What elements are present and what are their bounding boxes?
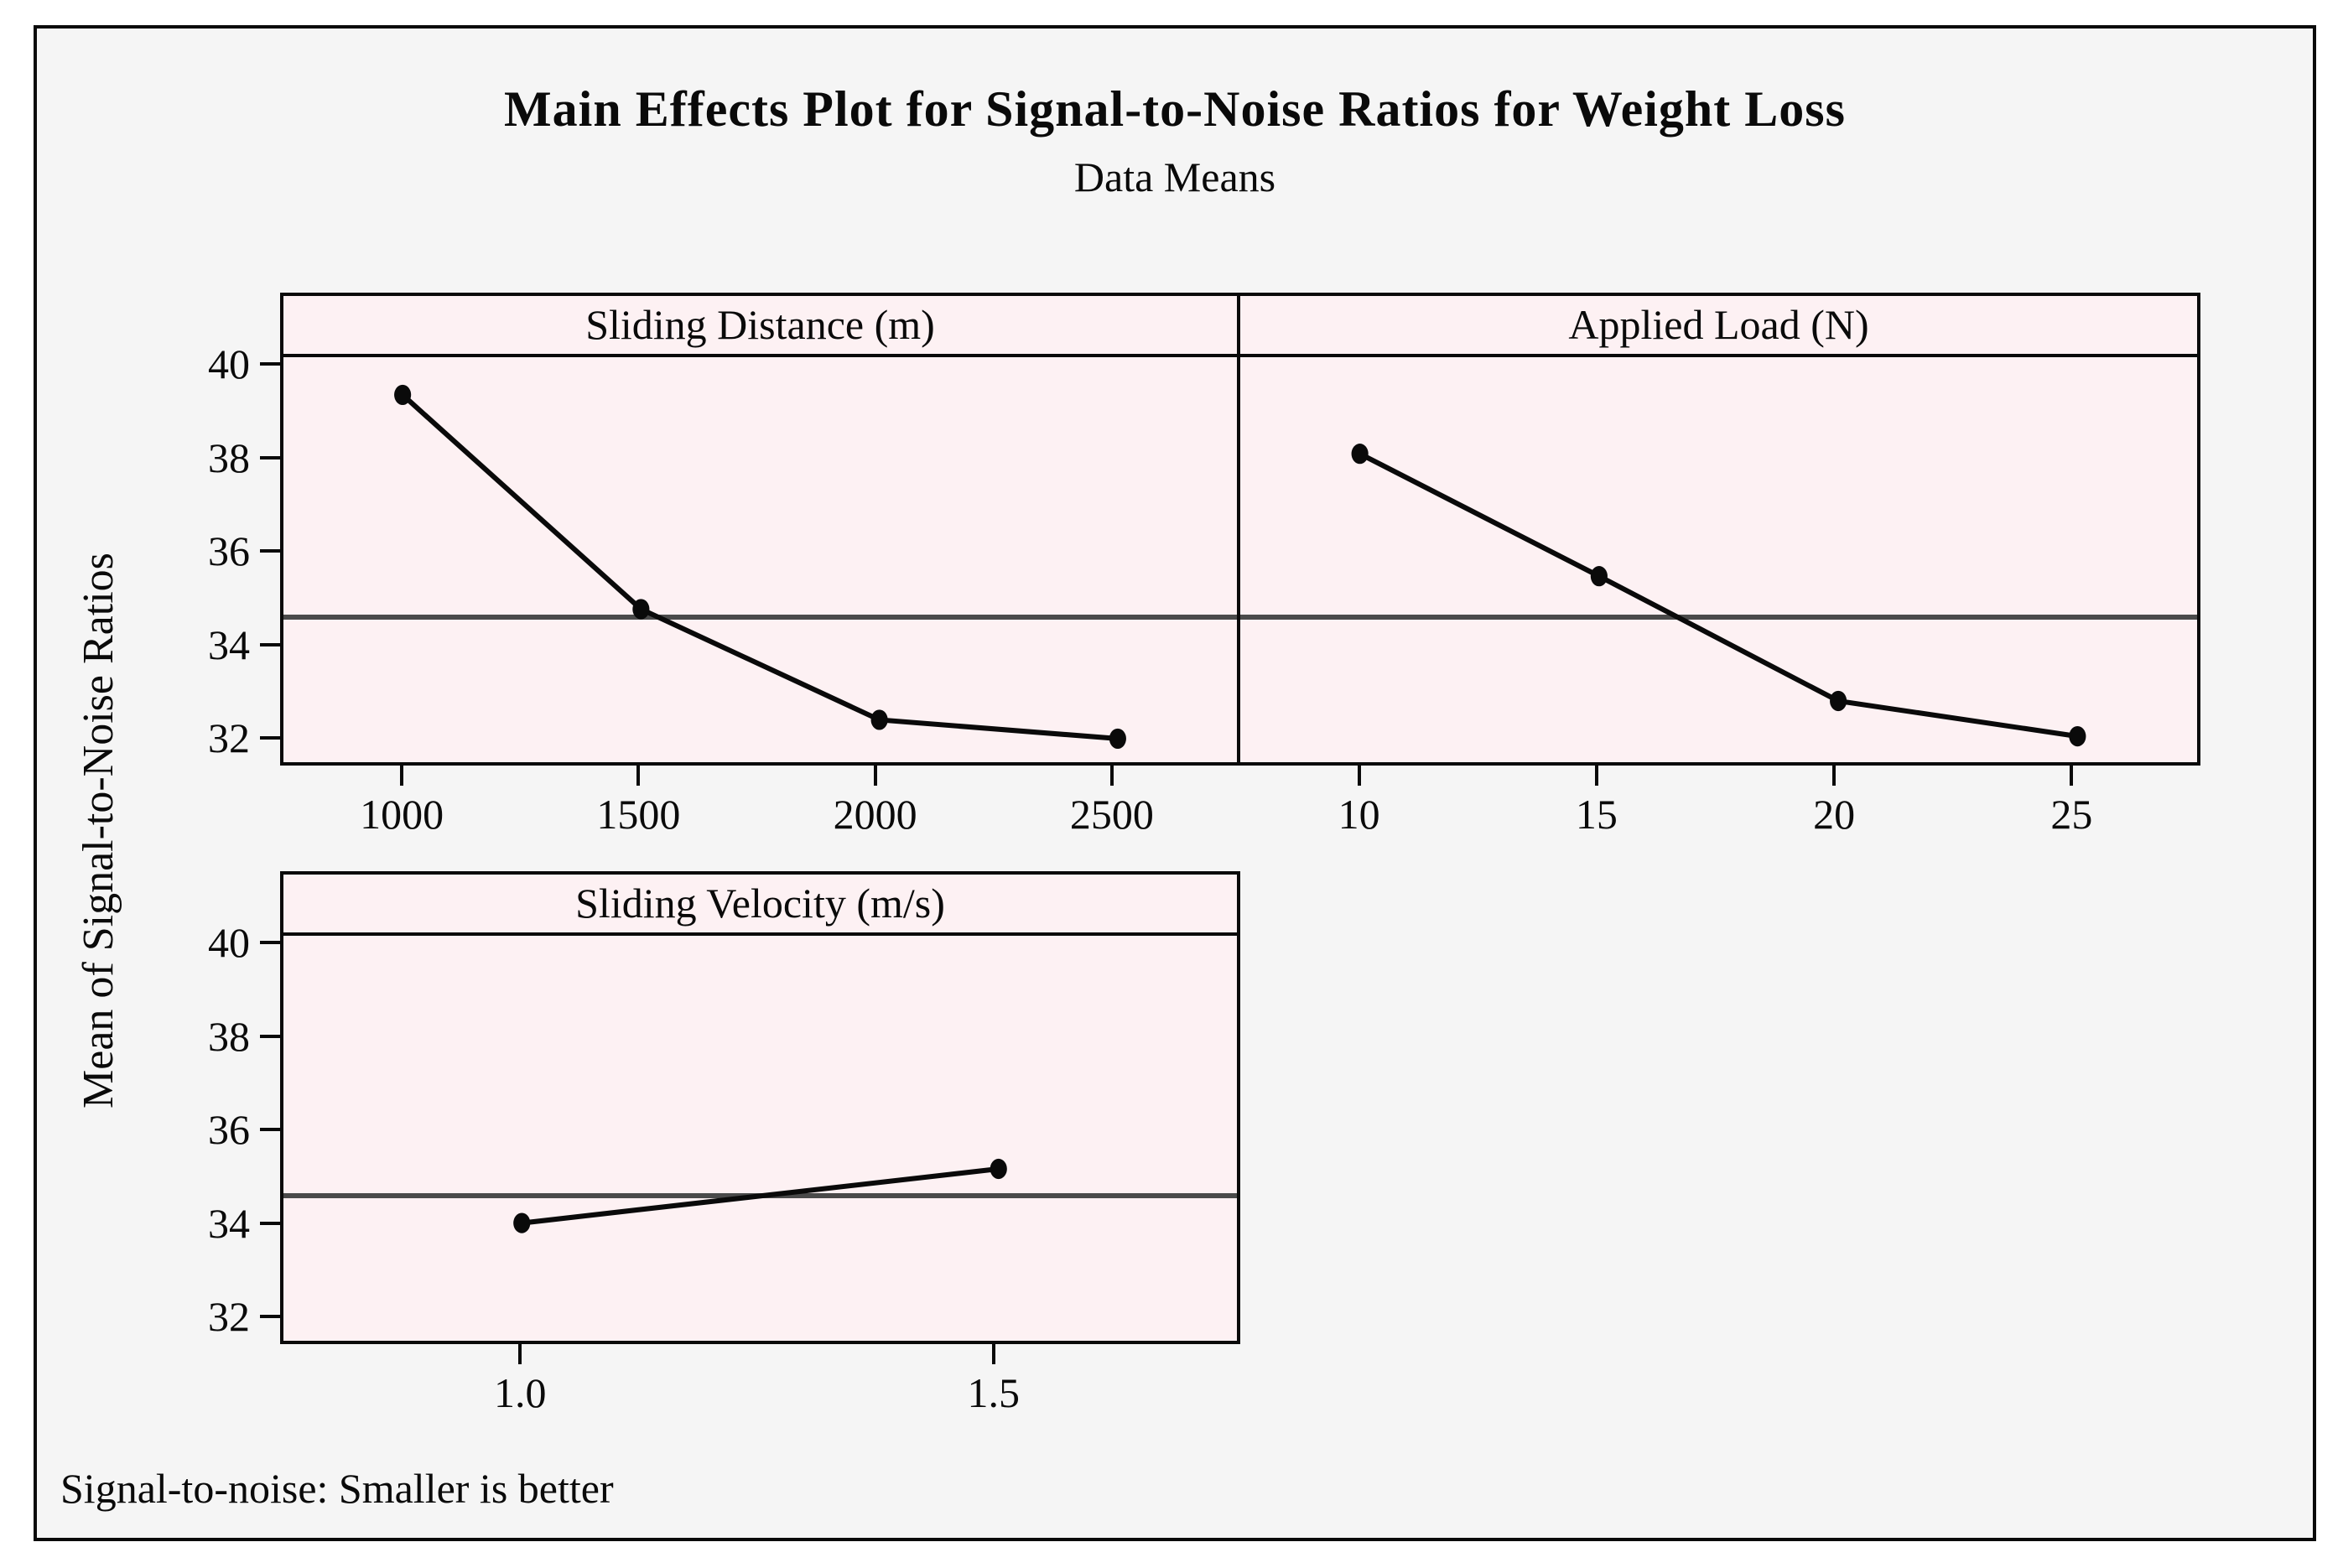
x-tick-mark	[991, 1344, 995, 1364]
data-point-marker	[394, 384, 412, 406]
chart-subtitle: Data Means	[1073, 153, 1276, 200]
x-tick-mark	[873, 766, 877, 786]
panel-title: Applied Load (N)	[1568, 301, 1869, 348]
x-tick-mark	[400, 766, 404, 786]
y-tick-label: 38	[208, 434, 250, 481]
data-point-marker	[1590, 566, 1608, 587]
data-point-marker	[1351, 444, 1369, 465]
y-tick-mark	[260, 642, 280, 646]
y-tick-mark	[260, 735, 280, 740]
data-point-marker	[1109, 728, 1126, 750]
smaller-is-better-note: Signal-to-noise: Smaller is better	[60, 1465, 614, 1512]
x-tick-label: 25	[2050, 791, 2093, 838]
y-tick-label: 32	[208, 714, 250, 761]
figure-frame: Main Effects Plot for Signal-to-Noise Ra…	[34, 25, 2316, 1541]
x-tick-label: 15	[1575, 791, 1618, 838]
x-tick-mark	[1594, 766, 1598, 786]
y-tick-mark	[260, 455, 280, 459]
y-tick-label: 40	[208, 340, 250, 388]
effects-line	[1359, 451, 2078, 740]
plot-area	[1237, 357, 2200, 766]
x-tick-label: 1.0	[494, 1369, 547, 1416]
data-point-marker	[870, 709, 888, 730]
plot-area	[280, 357, 1240, 766]
panel-header: Sliding Velocity (m/s)	[280, 871, 1240, 936]
panel-applied-load: Applied Load (N) 10 15 20 25	[1237, 293, 2200, 838]
panel-sliding-velocity: Sliding Velocity (m/s) 1.0 1.5 40 38 36 34 32	[208, 871, 1240, 1416]
x-tick-label: 10	[1338, 791, 1380, 838]
effects-line	[401, 392, 1119, 741]
x-tick-mark	[636, 766, 641, 786]
x-tick-label: 2000	[833, 791, 917, 838]
x-tick-mark	[2070, 766, 2074, 786]
plot-area	[280, 936, 1240, 1344]
x-tick-label: 20	[1813, 791, 1856, 838]
panel-header: Applied Load (N)	[1237, 293, 2200, 357]
y-tick-label: 32	[208, 1292, 250, 1340]
data-point-marker	[2069, 726, 2086, 747]
y-tick-label: 36	[208, 527, 250, 575]
chart-title: Main Effects Plot for Signal-to-Noise Ra…	[504, 81, 1846, 137]
data-point-marker	[990, 1158, 1007, 1180]
panel-title: Sliding Velocity (m/s)	[575, 880, 945, 927]
panel-title: Sliding Distance (m)	[585, 301, 935, 348]
y-tick-label: 38	[208, 1012, 250, 1060]
y-tick-mark	[260, 1128, 280, 1132]
y-tick-mark	[260, 941, 280, 945]
y-tick-label: 34	[208, 1199, 250, 1247]
panel-sliding-distance: Sliding Distance (m) 1000 1500 2000 2500 40 3…	[208, 293, 1240, 838]
y-tick-mark	[260, 362, 280, 366]
x-tick-mark	[518, 1344, 522, 1364]
x-tick-label: 1000	[360, 791, 444, 838]
x-tick-mark	[1357, 766, 1361, 786]
y-tick-label: 34	[208, 620, 250, 668]
y-tick-mark	[260, 1314, 280, 1318]
x-tick-label: 1500	[596, 791, 681, 838]
y-tick-label: 36	[208, 1106, 250, 1154]
y-tick-mark	[260, 549, 280, 553]
y-tick-mark	[260, 1221, 280, 1225]
x-tick-label: 2500	[1069, 791, 1154, 838]
x-tick-mark	[1832, 766, 1836, 786]
y-axis-label: Mean of Signal-to-Noise Ratios	[75, 553, 122, 1109]
y-tick-label: 40	[208, 919, 250, 967]
data-point-marker	[1830, 690, 1847, 712]
data-point-marker	[632, 599, 650, 620]
data-point-marker	[513, 1212, 531, 1233]
panel-header: Sliding Distance (m)	[280, 293, 1240, 357]
effects-line	[521, 1166, 1000, 1226]
x-tick-label: 1.5	[967, 1369, 1021, 1416]
y-tick-mark	[260, 1034, 280, 1038]
x-tick-mark	[1109, 766, 1114, 786]
